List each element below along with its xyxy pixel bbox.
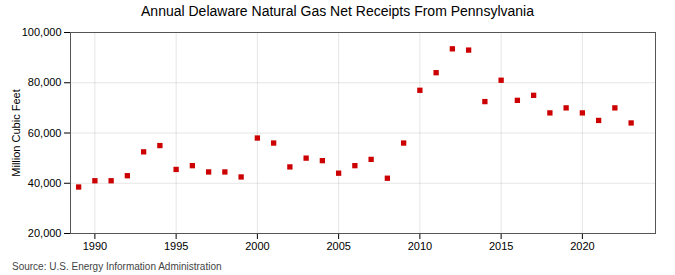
svg-text:2015: 2015 (489, 240, 513, 252)
svg-text:1990: 1990 (83, 240, 107, 252)
html-text:Source: U.S. Energy Informatio: Source: U.S. Energy Information Administ… (12, 261, 222, 272)
svg-text:40,000: 40,000 (28, 177, 62, 189)
svg-text:80,000: 80,000 (28, 76, 62, 88)
svg-text:Million Cubic Feet: Million Cubic Feet (10, 89, 22, 176)
svg-text:1995: 1995 (164, 240, 188, 252)
svg-text:20,000: 20,000 (28, 227, 62, 239)
svg-text:2005: 2005 (326, 240, 350, 252)
html-text:Annual Delaware Natural Gas Ne: Annual Delaware Natural Gas Net Receipts… (141, 3, 534, 19)
svg-text:60,000: 60,000 (28, 127, 62, 139)
svg-text:2010: 2010 (408, 240, 432, 252)
svg-text:2020: 2020 (570, 240, 594, 252)
svg-text:2000: 2000 (245, 240, 269, 252)
svg-text:100,000: 100,000 (22, 26, 62, 38)
